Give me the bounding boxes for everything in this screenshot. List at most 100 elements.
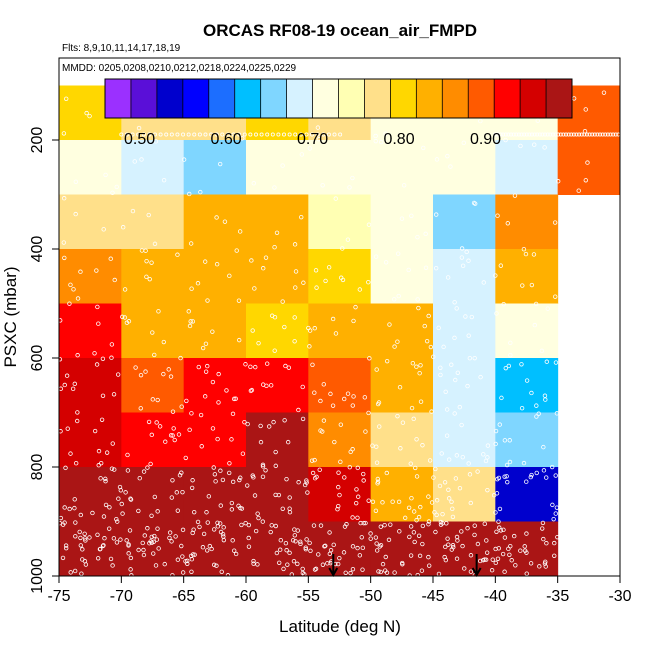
observation-point (434, 512, 439, 518)
observation-point (146, 212, 151, 218)
observation-point (426, 522, 431, 527)
observation-point (63, 465, 68, 471)
observation-point (312, 326, 317, 331)
observation-point (189, 411, 194, 416)
observation-point (149, 534, 154, 540)
observation-point (535, 132, 540, 137)
heatmap-cell (59, 358, 122, 413)
observation-point (318, 428, 323, 433)
observation-point (490, 557, 495, 562)
observation-point (415, 572, 420, 578)
observation-point (153, 563, 159, 568)
observation-point (426, 554, 431, 560)
observation-point (167, 530, 173, 535)
observation-point (154, 420, 159, 425)
observation-point (468, 553, 474, 558)
observation-point (98, 460, 104, 466)
observation-point (375, 481, 380, 486)
observation-point (246, 522, 252, 528)
observation-point (366, 222, 372, 227)
observation-point (179, 404, 184, 409)
observation-point (141, 547, 146, 553)
observation-point (353, 500, 359, 506)
observation-point (443, 389, 448, 395)
observation-point (316, 137, 322, 142)
observation-point (453, 377, 458, 383)
observation-point (126, 543, 131, 548)
observation-point (167, 535, 172, 541)
observation-point (202, 259, 208, 264)
observation-point (285, 562, 290, 567)
x-tick-label: -65 (172, 588, 195, 605)
observation-point (72, 497, 77, 502)
heatmap-cell (433, 140, 496, 195)
observation-point (343, 570, 348, 575)
observation-point (144, 258, 149, 264)
observation-point (378, 569, 383, 575)
observation-point (210, 379, 216, 385)
colorbar-swatch (546, 79, 573, 118)
observation-point (281, 566, 286, 572)
observation-point (83, 538, 88, 543)
observation-point (149, 513, 154, 518)
observation-point (418, 399, 424, 404)
heatmap-cell (370, 249, 434, 304)
observation-point (536, 411, 541, 416)
observation-point (472, 523, 477, 528)
observation-point (145, 465, 150, 470)
observation-point (338, 422, 344, 427)
observation-point (95, 556, 101, 561)
observation-point (544, 359, 550, 364)
observation-point (574, 132, 579, 137)
observation-point (357, 553, 363, 558)
observation-point (411, 509, 417, 514)
observation-point (99, 417, 105, 422)
observation-point (82, 558, 88, 564)
heatmap-cell (308, 358, 372, 413)
observation-point (362, 395, 368, 400)
observation-point (111, 536, 117, 541)
observation-point (126, 551, 131, 556)
observation-point (374, 460, 380, 465)
observation-point (531, 252, 537, 257)
observation-point (397, 529, 402, 534)
observation-point (350, 515, 355, 520)
colorbar-swatch (338, 79, 365, 118)
y-tick-label: 600 (29, 345, 46, 372)
observation-point (287, 495, 292, 500)
observation-point (555, 179, 561, 184)
arrow-head (471, 567, 482, 578)
observation-point (336, 503, 341, 509)
observation-point (556, 132, 561, 137)
observation-point (169, 539, 174, 544)
observation-point (63, 96, 69, 101)
observation-point (350, 566, 356, 572)
observation-point (497, 506, 503, 512)
observation-point (253, 132, 258, 137)
observation-point (493, 132, 498, 137)
observation-point (348, 449, 353, 455)
observation-point (290, 538, 296, 543)
heatmap-cell (59, 140, 122, 195)
observation-point (494, 529, 499, 535)
observation-point (187, 191, 192, 197)
observation-point (539, 348, 545, 354)
observation-point (361, 471, 366, 477)
observation-point (84, 110, 89, 116)
observation-point (211, 527, 217, 532)
observation-point (415, 234, 420, 240)
observation-point (80, 547, 85, 552)
observation-point (166, 367, 171, 372)
observation-point (258, 439, 264, 445)
observation-point (280, 163, 285, 168)
observation-point (62, 505, 67, 510)
observation-point (373, 535, 379, 540)
observation-point (236, 503, 241, 509)
observation-point (163, 439, 168, 444)
observation-point (449, 499, 454, 505)
observation-point (501, 301, 506, 307)
observation-point (316, 552, 321, 557)
observation-point (236, 298, 242, 303)
observation-point (545, 306, 550, 311)
observation-point (195, 519, 201, 525)
